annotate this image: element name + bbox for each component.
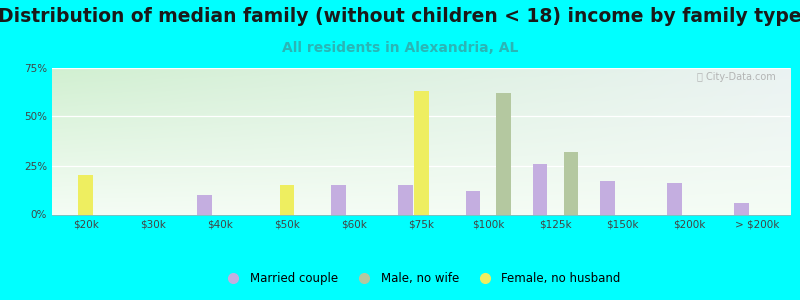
- Bar: [331, 185, 346, 214]
- Bar: [496, 93, 511, 214]
- Legend: Married couple, Male, no wife, Female, no husband: Married couple, Male, no wife, Female, n…: [217, 267, 626, 290]
- Bar: [197, 195, 212, 214]
- Bar: [466, 191, 480, 214]
- Bar: [734, 203, 749, 214]
- Bar: [414, 91, 429, 214]
- Bar: [563, 152, 578, 214]
- Text: All residents in Alexandria, AL: All residents in Alexandria, AL: [282, 40, 518, 55]
- Bar: [600, 181, 614, 214]
- Bar: [398, 185, 413, 214]
- Bar: [78, 175, 93, 214]
- Bar: [667, 183, 682, 214]
- Bar: [279, 185, 294, 214]
- Text: ⓘ City-Data.com: ⓘ City-Data.com: [697, 72, 776, 82]
- Text: Distribution of median family (without children < 18) income by family type: Distribution of median family (without c…: [0, 8, 800, 26]
- Bar: [533, 164, 547, 214]
